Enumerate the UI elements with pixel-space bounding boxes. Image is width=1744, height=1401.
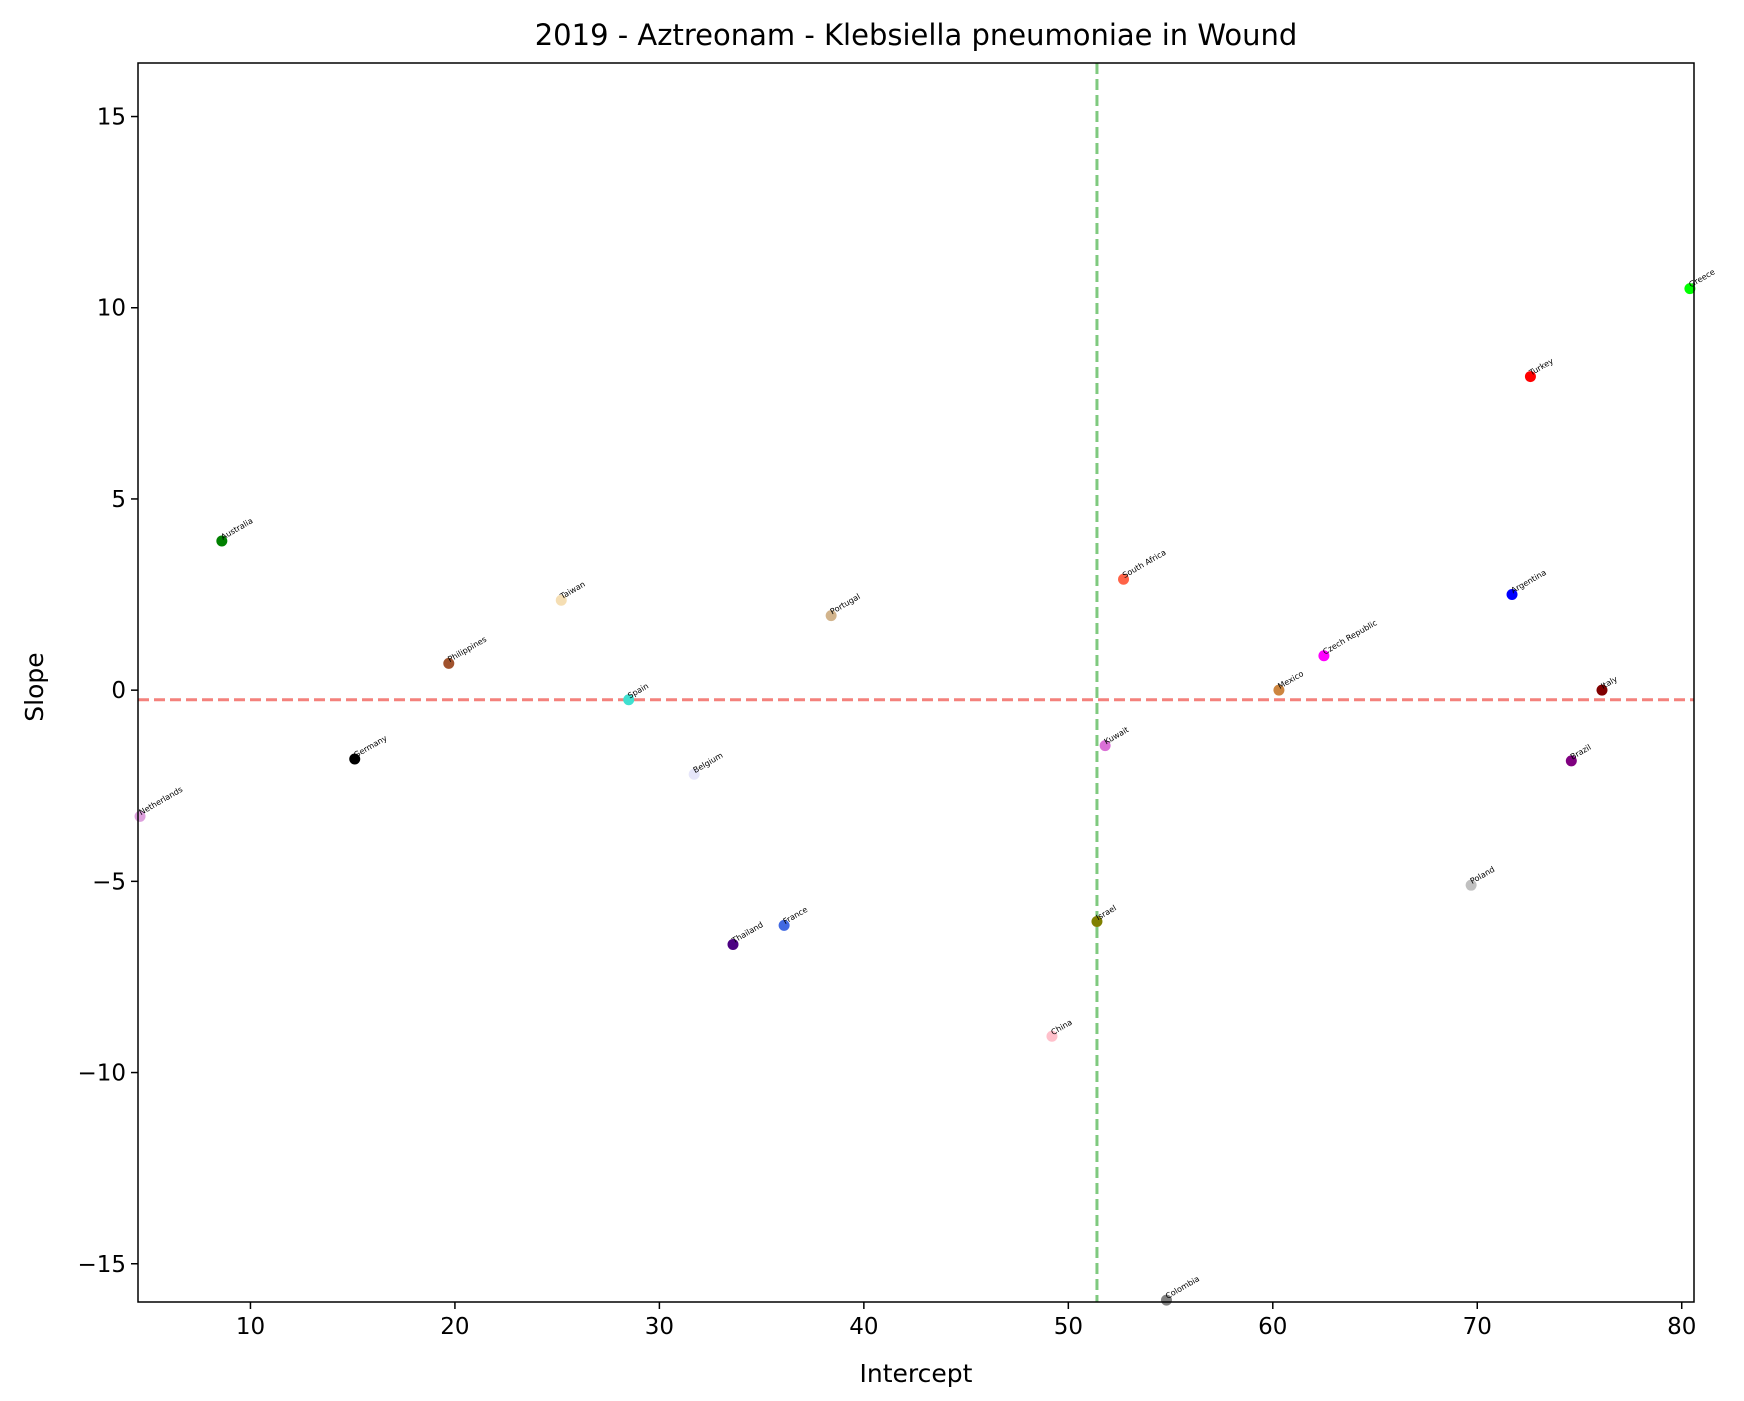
x-tick-label: 70 [1463,1314,1492,1340]
data-point-spain [623,694,635,706]
data-point-turkey [1524,371,1536,383]
x-tick-label: 30 [645,1314,674,1340]
point-label-greece: Greece [1687,267,1716,289]
data-point-greece [1684,283,1696,295]
point-label-czech-republic: Czech Republic [1321,618,1378,656]
data-point-poland [1465,879,1477,891]
data-point-kuwait [1099,740,1111,752]
data-point-portugal [825,610,837,622]
data-point-china [1046,1030,1058,1042]
y-tick-label: 0 [111,678,126,704]
data-point-germany [349,753,361,765]
y-tick-label: 15 [97,105,126,131]
y-tick-label: −5 [92,869,126,895]
data-point-south-africa [1118,573,1130,585]
x-tick-label: 60 [1258,1314,1287,1340]
point-label-belgium: Belgium [692,751,725,775]
point-label-australia: Australia [219,516,254,542]
point-label-spain: Spain [626,681,650,700]
x-tick-label: 10 [236,1314,265,1340]
point-label-colombia: Colombia [1164,1274,1201,1301]
y-tick-label: 5 [111,487,126,513]
chart-title: 2019 - Aztreonam - Klebsiella pneumoniae… [535,18,1298,52]
point-label-france: France [782,905,810,926]
y-axis-label: Slope [20,652,49,721]
y-tick-label: −15 [77,1252,126,1278]
plot-frame [137,62,1695,1303]
data-point-argentina [1506,589,1518,601]
data-point-thailand [727,938,739,950]
x-tick-label: 50 [1054,1314,1083,1340]
point-label-portugal: Portugal [829,592,862,616]
data-point-australia [216,535,228,547]
point-label-kuwait: Kuwait [1103,725,1131,746]
point-label-philippines: Philippines [446,635,488,664]
point-labels: Greece Turkey Australia South Africa Argenti… [138,267,1717,1301]
reference-lines [138,63,1694,1302]
data-point-israel [1091,916,1103,928]
data-point-taiwan [555,594,567,606]
x-tick-label: 40 [849,1314,878,1340]
y-axis-ticks: −15 −10 −5 0 5 10 15 [77,105,138,1278]
x-axis-ticks: 10 20 30 40 50 60 70 80 [236,1302,1696,1340]
point-label-germany: Germany [352,733,389,759]
point-label-taiwan: Taiwan [558,580,587,602]
data-point-brazil [1565,755,1577,767]
point-label-thailand: Thailand [730,920,765,945]
point-label-south-africa: South Africa [1121,548,1168,580]
point-label-brazil: Brazil [1569,743,1593,762]
y-tick-label: 10 [97,296,126,322]
point-label-mexico: Mexico [1276,669,1305,691]
data-point-france [778,919,790,931]
x-axis-label: Intercept [860,1359,973,1388]
data-point-philippines [443,657,455,669]
x-tick-label: 20 [440,1314,469,1340]
point-label-china: China [1049,1018,1073,1037]
y-tick-label: −10 [77,1061,126,1087]
data-point-mexico [1273,684,1285,696]
point-label-italy: Italy [1599,674,1619,691]
point-label-poland: Poland [1469,865,1497,886]
data-point-colombia [1160,1294,1172,1306]
point-label-israel: Israel [1094,904,1117,923]
data-point-belgium [688,768,700,780]
point-label-argentina: Argentina [1510,568,1548,595]
x-tick-label: 80 [1667,1314,1696,1340]
data-point-italy [1596,684,1608,696]
data-point-czech-republic [1318,650,1330,662]
data-points [134,283,1696,1306]
point-label-netherlands: Netherlands [138,785,185,817]
point-label-turkey: Turkey [1527,356,1555,377]
